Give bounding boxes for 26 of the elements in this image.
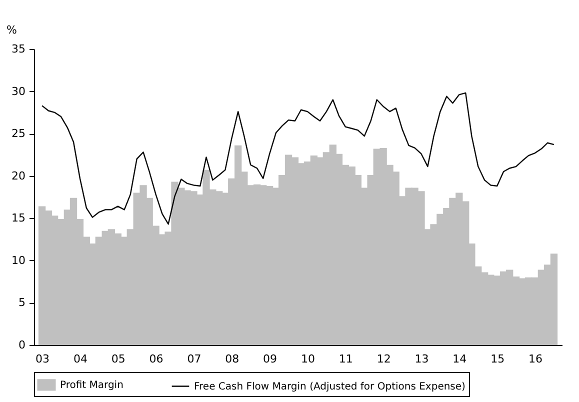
x-tick-label: 08 — [225, 352, 240, 366]
y-tick-label: 30 — [12, 84, 26, 98]
x-tick-label: 09 — [263, 352, 278, 366]
x-tick-label: 15 — [490, 352, 505, 366]
y-tick-label: 5 — [18, 296, 26, 310]
y-tick-label: 15 — [12, 212, 26, 225]
x-tick-label: 10 — [300, 352, 315, 366]
x-tick-label: 07 — [187, 352, 202, 366]
x-tick-label: 04 — [73, 352, 88, 366]
x-tick-label: 16 — [528, 352, 543, 366]
y-tick-label: 35 — [12, 42, 26, 56]
x-tick-label: 03 — [36, 352, 50, 366]
y-tick-label: 25 — [12, 127, 26, 140]
x-tick-label: 14 — [452, 352, 467, 366]
line-series — [41, 92, 555, 225]
x-tick-label: 06 — [149, 352, 164, 366]
x-tick-label: 13 — [414, 352, 429, 366]
y-tick-label: 0 — [18, 338, 26, 352]
x-tick-label: 12 — [376, 352, 391, 366]
x-tick-label: 11 — [338, 352, 353, 366]
legend-label: Free Cash Flow Margin (Adjusted for Options Expense) — [194, 381, 466, 392]
y-tick-label: 20 — [12, 169, 26, 182]
y-axis-title: % — [6, 24, 17, 36]
legend-label: Profit Margin — [60, 380, 124, 391]
x-tick-label: 05 — [111, 352, 126, 366]
y-tick-label: 10 — [12, 254, 26, 267]
